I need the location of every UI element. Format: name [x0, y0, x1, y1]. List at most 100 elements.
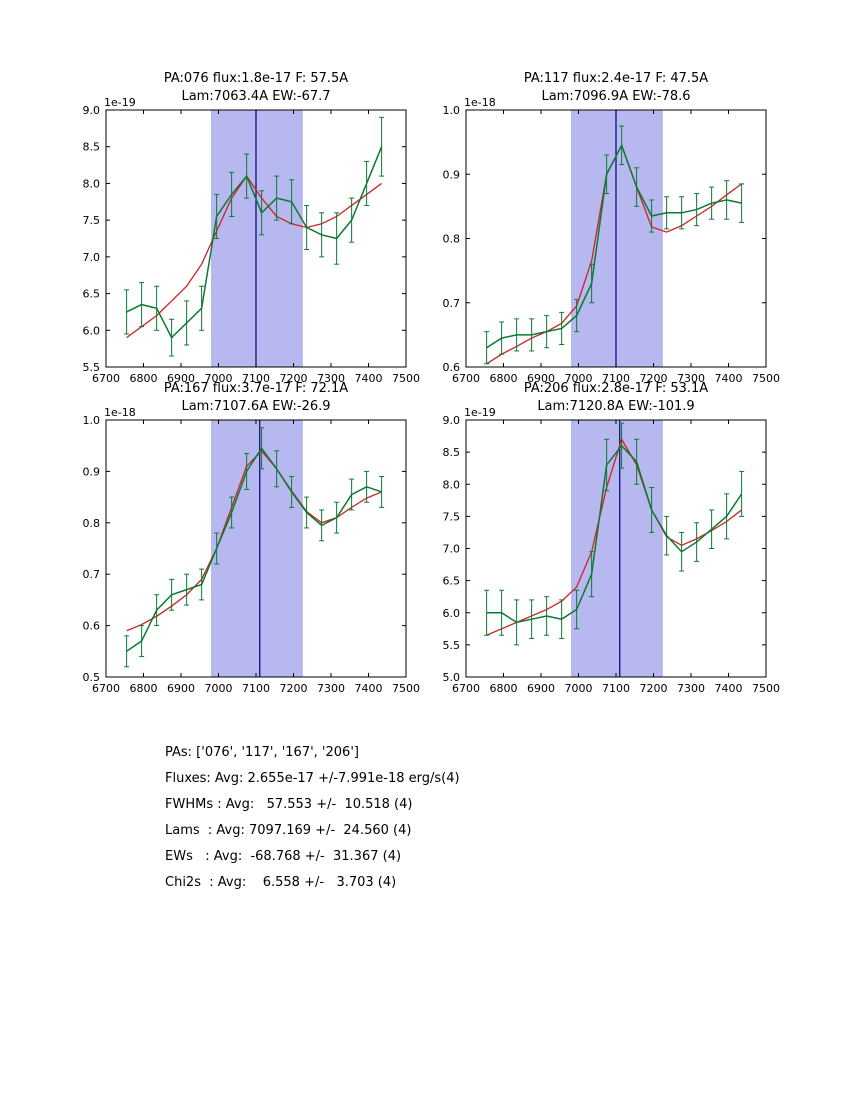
subplot-pa076: PA:076 flux:1.8e-17 F: 57.5A Lam:7063.4A… [83, 71, 421, 385]
data-line [486, 143, 742, 349]
x-tick-label: 6700 [92, 372, 120, 385]
x-tick-label: 7400 [355, 372, 383, 385]
x-tick-label: 6800 [130, 682, 158, 695]
plot-area: 6700 6800 6900 7000 7100 7200 7300 7400 7500 5.0 5… [443, 414, 781, 695]
plot-area: 6700 6800 6900 7000 7100 7200 7300 7400 7500 0.5 0… [83, 414, 421, 695]
subplot-pa117: PA:117 flux:2.4e-17 F: 47.5A Lam:7096.9A… [443, 71, 781, 385]
y-axis-offset-label: 1e-18 [104, 406, 136, 419]
plot-subtitle: Lam:7107.6A EW:-26.9 [181, 399, 330, 414]
x-tick-label: 7400 [715, 372, 743, 385]
y-tick-label: 7.5 [443, 510, 461, 523]
x-tick-label: 6700 [452, 372, 480, 385]
x-tick-label: 7400 [355, 682, 383, 695]
x-tick-label: 7500 [752, 682, 780, 695]
y-axis-offset-label: 1e-19 [104, 96, 136, 109]
summary-block: PAs: ['076', '117', '167', '206'] Fluxes… [165, 740, 460, 896]
y-tick-label: 5.5 [443, 639, 461, 652]
summary-line-lams: Lams : Avg: 7097.169 +/- 24.560 (4) [165, 823, 412, 838]
y-tick-label: 0.6 [83, 620, 101, 633]
data-line [126, 146, 383, 339]
plot-title: PA:076 flux:1.8e-17 F: 57.5A [164, 71, 348, 86]
fit-window-band [571, 110, 663, 367]
y-tick-label: 8.5 [443, 446, 461, 459]
y-tick-label: 0.7 [443, 297, 461, 310]
summary-line-fwhms: FWHMs : Avg: 57.553 +/- 10.518 (4) [165, 797, 413, 812]
y-tick-label: 7.0 [83, 251, 101, 264]
x-tick-label: 7300 [317, 372, 345, 385]
x-tick-label: 7300 [677, 682, 705, 695]
y-tick-label: 0.8 [443, 233, 461, 246]
x-tick-label: 6900 [167, 682, 195, 695]
fit-line [486, 437, 743, 636]
x-tick-label: 7500 [392, 682, 420, 695]
x-tick-label: 7500 [392, 372, 420, 385]
subplot-pa167: PA:167 flux:3.7e-17 F: 72.1A Lam:7107.6A… [83, 381, 421, 695]
plot-subtitle: Lam:7120.8A EW:-101.9 [537, 399, 694, 414]
x-tick-label: 7200 [280, 682, 308, 695]
fit-window-band [211, 110, 303, 367]
y-tick-label: 5.5 [83, 361, 101, 374]
y-tick-label: 9.0 [443, 414, 461, 427]
y-tick-label: 8.0 [443, 478, 461, 491]
x-tick-label: 6800 [130, 372, 158, 385]
y-tick-label: 0.6 [443, 361, 461, 374]
y-tick-label: 5.0 [443, 671, 461, 684]
y-tick-label: 1.0 [83, 414, 101, 427]
x-tick-label: 6700 [452, 682, 480, 695]
y-tick-label: 9.0 [83, 104, 101, 117]
y-tick-label: 7.5 [83, 214, 101, 227]
data-line [486, 444, 743, 624]
plot-title: PA:117 flux:2.4e-17 F: 47.5A [524, 71, 708, 86]
fit-window-band [571, 420, 663, 677]
plot-area: 6700 6800 6900 7000 7100 7200 7300 7400 7500 0.6 0… [443, 104, 781, 385]
y-axis-offset-label: 1e-19 [464, 406, 496, 419]
y-tick-label: 0.9 [83, 465, 101, 478]
x-tick-label: 7000 [205, 682, 233, 695]
y-tick-label: 6.5 [443, 575, 461, 588]
x-tick-label: 6800 [490, 372, 518, 385]
y-tick-label: 0.9 [443, 168, 461, 181]
x-tick-label: 6700 [92, 682, 120, 695]
y-tick-label: 8.5 [83, 141, 101, 154]
x-tick-label: 7100 [602, 682, 630, 695]
summary-line-chi2s: Chi2s : Avg: 6.558 +/- 3.703 (4) [165, 875, 397, 890]
y-tick-label: 8.0 [83, 177, 101, 190]
plot-title: PA:167 flux:3.7e-17 F: 72.1A [164, 381, 348, 396]
plot-subtitle: Lam:7063.4A EW:-67.7 [181, 89, 330, 104]
y-axis-offset-label: 1e-18 [464, 96, 496, 109]
x-tick-label: 7200 [640, 682, 668, 695]
y-tick-label: 7.0 [443, 543, 461, 556]
fit-line [126, 174, 383, 339]
summary-line-ews: EWs : Avg: -68.768 +/- 31.367 (4) [165, 849, 402, 864]
plot-subtitle: Lam:7096.9A EW:-78.6 [541, 89, 690, 104]
y-tick-label: 6.5 [83, 288, 101, 301]
y-tick-label: 6.0 [443, 607, 461, 620]
x-tick-label: 7300 [317, 682, 345, 695]
y-tick-label: 0.5 [83, 671, 101, 684]
summary-line-fluxes: Fluxes: Avg: 2.655e-17 +/-7.991e-18 erg/… [165, 771, 460, 786]
x-tick-label: 7000 [565, 682, 593, 695]
x-tick-label: 7000 [565, 372, 593, 385]
subplot-pa206: PA:206 flux:2.8e-17 F: 53.1A Lam:7120.8A… [443, 381, 781, 695]
x-tick-label: 7300 [677, 372, 705, 385]
summary-line-pas: PAs: ['076', '117', '167', '206'] [165, 745, 359, 760]
x-tick-label: 7100 [242, 372, 270, 385]
y-tick-label: 6.0 [83, 324, 101, 337]
fit-window-band [211, 420, 303, 677]
x-tick-label: 7100 [602, 372, 630, 385]
x-tick-label: 6800 [490, 682, 518, 695]
y-tick-label: 0.8 [83, 517, 101, 530]
x-tick-label: 7400 [715, 682, 743, 695]
plot-area: 6700 6800 6900 7000 7100 7200 7300 7400 7500 5.5 6… [83, 104, 421, 385]
x-tick-label: 7200 [640, 372, 668, 385]
x-tick-label: 6900 [527, 372, 555, 385]
x-tick-label: 7000 [205, 372, 233, 385]
y-tick-label: 1.0 [443, 104, 461, 117]
x-tick-label: 6900 [167, 372, 195, 385]
plot-title: PA:206 flux:2.8e-17 F: 53.1A [524, 381, 708, 396]
data-line [126, 446, 382, 652]
x-tick-label: 7100 [242, 682, 270, 695]
y-tick-label: 0.7 [83, 568, 101, 581]
x-tick-label: 7500 [752, 372, 780, 385]
